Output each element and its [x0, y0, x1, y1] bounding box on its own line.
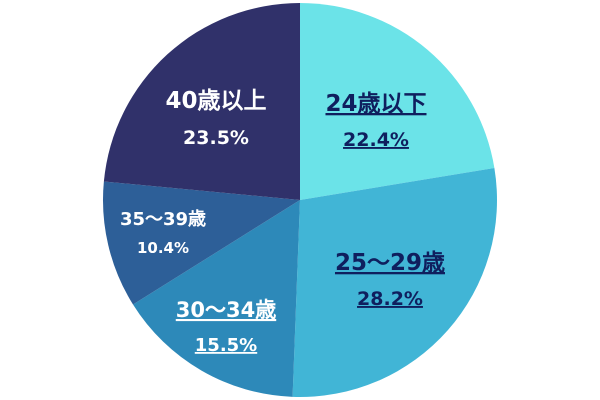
slice-label: 24歳以下 [325, 91, 426, 117]
pie-slice [103, 181, 300, 305]
slice-label: 40歳以上 [165, 88, 266, 114]
slice-label: 25〜29歳 [335, 250, 445, 276]
slice-value-label: 23.5% [183, 127, 249, 149]
slice-value-label: 22.4% [343, 129, 409, 151]
pie-slice [292, 167, 498, 397]
slice-label: 35〜39歳 [120, 209, 206, 230]
slice-label: 30〜34歳 [176, 298, 276, 322]
slice-value-label: 28.2% [357, 288, 423, 310]
pie-slice [103, 3, 300, 200]
pie-slice [300, 3, 495, 200]
slice-value-label: 10.4% [137, 239, 189, 257]
pie-slice [133, 200, 300, 397]
slice-value-label: 15.5% [195, 335, 257, 356]
